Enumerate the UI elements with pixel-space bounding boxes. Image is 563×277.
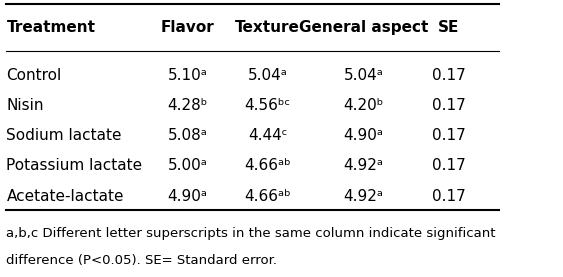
Text: 4.92ᵃ: 4.92ᵃ (343, 189, 383, 204)
Text: 4.90ᵃ: 4.90ᵃ (167, 189, 207, 204)
Text: 4.56ᵇᶜ: 4.56ᵇᶜ (245, 98, 291, 113)
Text: Potassium lactate: Potassium lactate (6, 158, 142, 173)
Text: Acetate-lactate: Acetate-lactate (6, 189, 124, 204)
Text: 0.17: 0.17 (432, 68, 466, 83)
Text: difference (P<0.05). SE= Standard error.: difference (P<0.05). SE= Standard error. (6, 254, 278, 267)
Text: a,b,c Different letter superscripts in the same column indicate significant: a,b,c Different letter superscripts in t… (6, 227, 496, 240)
Text: 0.17: 0.17 (432, 189, 466, 204)
Text: 5.04ᵃ: 5.04ᵃ (343, 68, 383, 83)
Text: 4.90ᵃ: 4.90ᵃ (343, 128, 383, 143)
Text: 0.17: 0.17 (432, 128, 466, 143)
Text: 4.92ᵃ: 4.92ᵃ (343, 158, 383, 173)
Text: Treatment: Treatment (6, 20, 95, 35)
Text: SE: SE (438, 20, 459, 35)
Text: General aspect: General aspect (298, 20, 428, 35)
Text: 5.00ᵃ: 5.00ᵃ (167, 158, 207, 173)
Text: Flavor: Flavor (160, 20, 215, 35)
Text: Control: Control (6, 68, 62, 83)
Text: Texture: Texture (235, 20, 300, 35)
Text: 5.10ᵃ: 5.10ᵃ (167, 68, 207, 83)
Text: Nisin: Nisin (6, 98, 44, 113)
Text: 5.08ᵃ: 5.08ᵃ (167, 128, 207, 143)
Text: Sodium lactate: Sodium lactate (6, 128, 122, 143)
Text: 4.44ᶜ: 4.44ᶜ (248, 128, 288, 143)
Text: 0.17: 0.17 (432, 98, 466, 113)
Text: 0.17: 0.17 (432, 158, 466, 173)
Text: 4.66ᵃᵇ: 4.66ᵃᵇ (244, 189, 291, 204)
Text: 4.28ᵇ: 4.28ᵇ (167, 98, 208, 113)
Text: 4.66ᵃᵇ: 4.66ᵃᵇ (244, 158, 291, 173)
Text: 4.20ᵇ: 4.20ᵇ (343, 98, 383, 113)
Text: 5.04ᵃ: 5.04ᵃ (248, 68, 288, 83)
